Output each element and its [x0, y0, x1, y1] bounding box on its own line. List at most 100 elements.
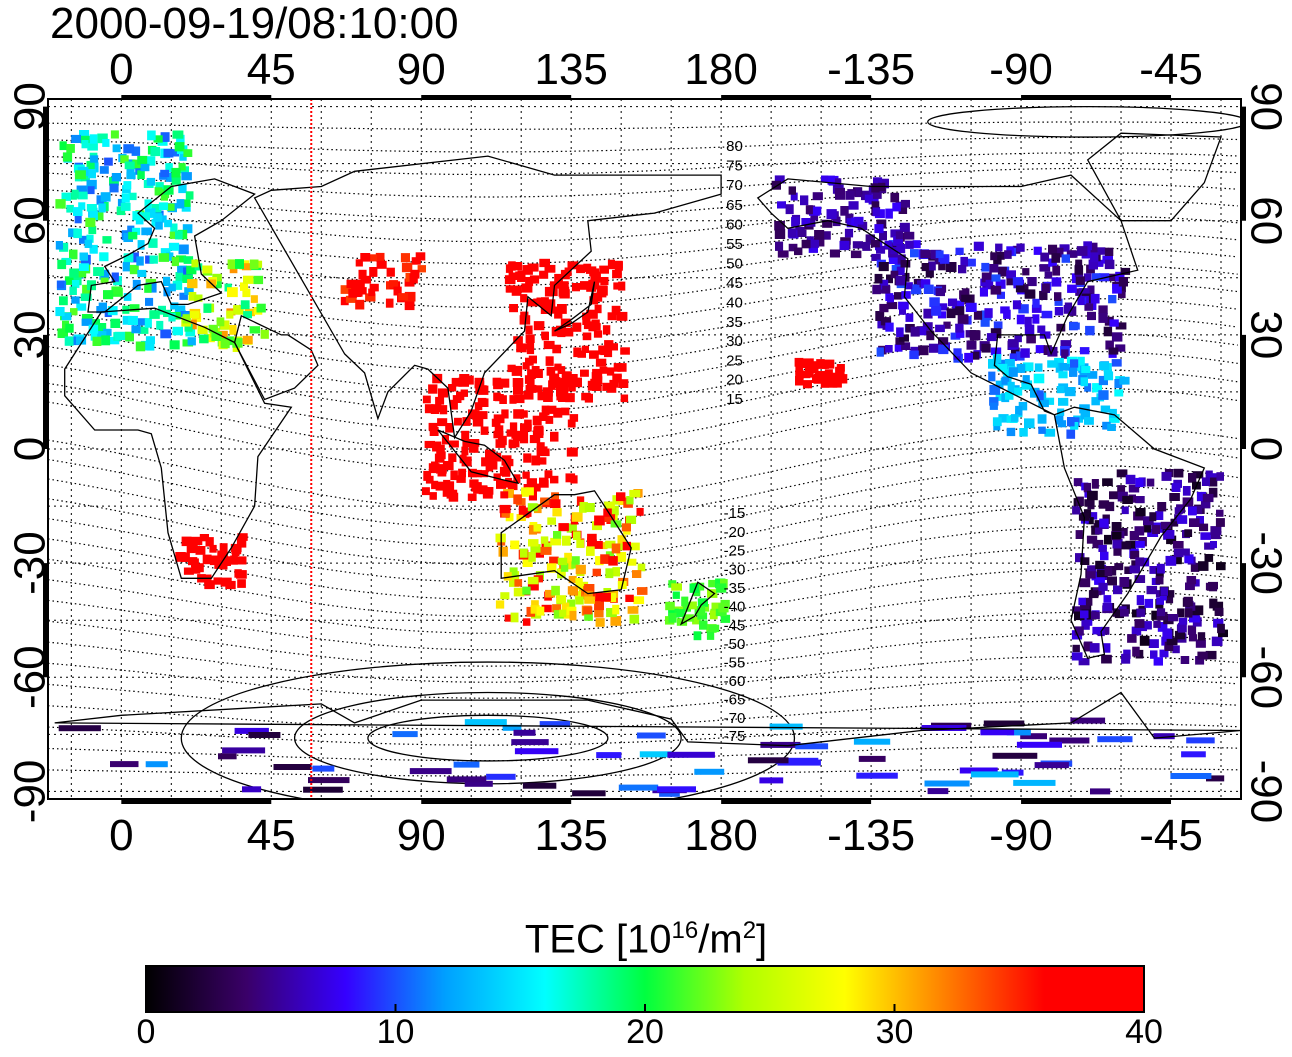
tec-cell [189, 544, 198, 553]
tec-cell [592, 568, 601, 577]
tec-cell [552, 604, 561, 613]
tec-cell [845, 191, 855, 200]
tec-cell [225, 580, 236, 590]
tec-cell [1083, 482, 1091, 493]
tec-cell [516, 514, 526, 521]
tec-cell [340, 285, 352, 294]
tec-cell [567, 261, 578, 270]
tec-cell [124, 161, 135, 170]
tec-cell [1087, 565, 1097, 573]
tec-cell [1016, 363, 1026, 373]
tec-cell [1070, 717, 1106, 724]
tec-cell [485, 449, 496, 460]
tec-cell [102, 139, 110, 147]
tec-cell [236, 570, 247, 579]
tec-cell [1159, 649, 1169, 658]
tec-cell [990, 252, 998, 261]
tec-cell [368, 254, 377, 262]
tec-cell [892, 202, 901, 212]
tec-cell [566, 523, 577, 533]
tec-cell [435, 481, 446, 491]
tec-cell [1173, 548, 1184, 558]
tec-cell [864, 194, 873, 203]
tec-cell [177, 265, 187, 273]
tec-cell [1034, 363, 1043, 372]
tec-cell [607, 312, 617, 321]
tec-cell [833, 178, 842, 187]
tec-cell [957, 314, 969, 325]
tec-cell [55, 307, 65, 317]
tec-cell [592, 368, 601, 377]
tec-cell [1198, 561, 1209, 571]
tec-cell [525, 334, 535, 343]
tec-cell [871, 253, 881, 261]
frame-band [1241, 563, 1246, 678]
tec-cell [579, 502, 588, 510]
tec-cell [896, 327, 904, 338]
tec-cell [93, 267, 104, 276]
tec-cell [559, 289, 570, 299]
colorbar-tick-label: 0 [136, 1013, 156, 1051]
tec-cell [59, 141, 67, 151]
tec-cell [980, 278, 991, 287]
tec-cell [147, 130, 156, 141]
frame-band [421, 95, 572, 100]
tec-cell [1041, 283, 1050, 293]
contour-line [48, 655, 1238, 699]
tec-cell [1182, 486, 1191, 496]
tec-cell [158, 253, 170, 262]
coastline [437, 429, 520, 485]
tec-cell [775, 241, 784, 251]
tec-cell [389, 280, 399, 288]
tec-cell [1024, 324, 1035, 335]
tec-cell [411, 257, 421, 265]
tec-cell [489, 458, 497, 467]
tec-cell [230, 543, 242, 553]
tec-cell [570, 475, 578, 484]
tec-cell [1111, 359, 1122, 367]
tec-cell [531, 366, 540, 374]
tec-cell [1092, 626, 1103, 635]
tec-cell [137, 170, 145, 180]
tec-cell [369, 283, 379, 292]
tec-cell [873, 177, 883, 186]
tec-cell [1104, 316, 1114, 326]
tec-cell [862, 241, 871, 251]
tec-cell [1004, 359, 1015, 367]
tec-cell [123, 293, 132, 301]
tec-cell [1032, 314, 1040, 324]
tec-cell [923, 284, 934, 294]
tec-cell [1187, 625, 1197, 635]
tec-cell [981, 272, 992, 283]
tec-cell [248, 732, 281, 738]
tec-cell [1020, 348, 1030, 358]
tec-cell [163, 185, 174, 195]
tec-cell [955, 247, 964, 255]
frame-band [421, 799, 572, 804]
tec-cell [1079, 347, 1090, 355]
tec-cell [607, 259, 615, 270]
tec-cell [1105, 501, 1115, 512]
tec-cell [461, 430, 470, 440]
tec-cell [897, 254, 906, 264]
tec-cell [101, 335, 111, 346]
lon-tick-top: 0 [109, 45, 133, 94]
tec-cell [74, 214, 82, 224]
tec-cell [221, 556, 231, 566]
tec-cell [227, 259, 236, 270]
tec-cell [84, 239, 93, 248]
frame-band [1021, 799, 1172, 804]
tec-cell [495, 600, 505, 609]
tec-cell [1005, 392, 1014, 400]
tec-cell [463, 375, 474, 385]
tec-cell [871, 201, 880, 210]
tec-cell [965, 302, 977, 312]
tec-cell [163, 287, 171, 297]
tec-cell [174, 142, 185, 152]
tec-cell [996, 291, 1005, 299]
tec-cell [701, 604, 710, 612]
tec-cell [539, 412, 548, 421]
tec-cell [240, 300, 250, 310]
tec-cell [124, 331, 134, 340]
tec-cell [527, 299, 537, 307]
